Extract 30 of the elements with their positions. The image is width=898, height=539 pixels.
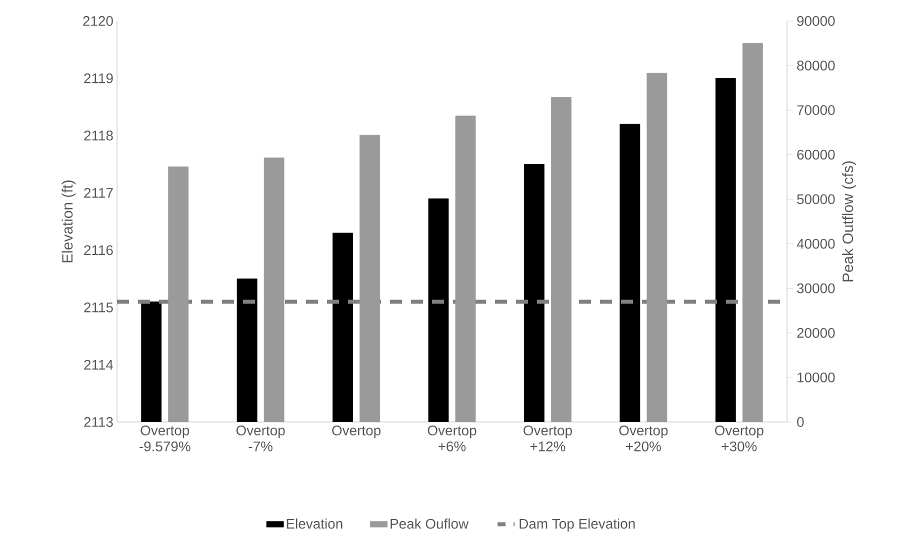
y2-tick-label: 60000 <box>797 150 835 160</box>
y2-tick-label: 30000 <box>797 283 835 294</box>
y2-tick-label: 40000 <box>796 238 835 249</box>
x-tick-label: Overtop -7% <box>236 426 285 452</box>
y-tick-label: 2118 <box>84 130 113 141</box>
x-tick-label: Overtop +30% <box>714 426 764 452</box>
y-axis-title: Elevation (ft) <box>62 180 76 262</box>
y-tick-label: 2114 <box>84 360 114 370</box>
y2-tick-label: 0 <box>797 417 804 427</box>
x-tick-label: Overtop +20% <box>619 426 668 452</box>
x-tick-label: Overtop -9.579% <box>140 426 190 452</box>
legend-label: Elevation <box>286 518 342 529</box>
y-tick-label: 2113 <box>84 417 113 427</box>
x-tick-label: Overtop +6% <box>428 426 476 452</box>
y2-tick-label: 70000 <box>797 105 835 116</box>
y2-tick-label: 80000 <box>797 60 835 70</box>
legend-label: Dam Top Elevation <box>520 518 635 532</box>
y-tick-label: 2116 <box>84 245 113 256</box>
y-tick-label: 2117 <box>84 188 113 198</box>
y2-axis-title: Peak Outflow (cfs) <box>842 161 856 282</box>
y2-tick-label: 10000 <box>798 372 835 382</box>
legend-label: Peak Ouflow <box>390 518 469 529</box>
y2-tick-label: 90000 <box>797 16 835 26</box>
x-tick-label: Overtop <box>332 426 381 438</box>
y2-tick-label: 50000 <box>797 194 835 204</box>
x-tick-label: Overtop +12% <box>524 426 572 452</box>
y2-tick-label: 20000 <box>797 328 835 338</box>
y-tick-label: 2120 <box>83 16 113 26</box>
y-tick-label: 2119 <box>84 73 113 84</box>
y-tick-label: 2115 <box>84 302 113 312</box>
